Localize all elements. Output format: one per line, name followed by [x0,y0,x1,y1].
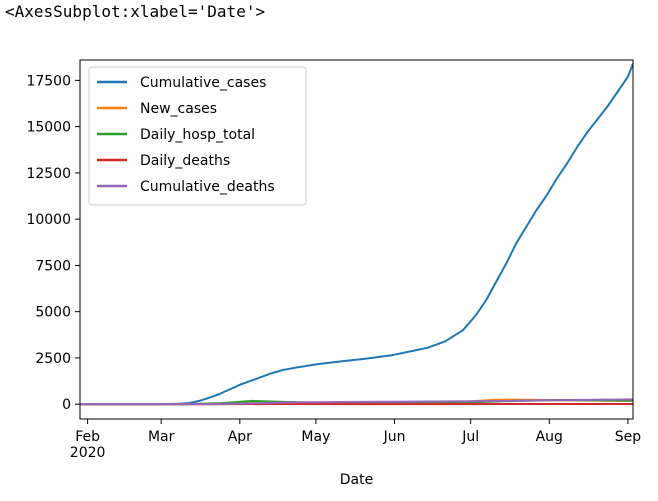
plot-lines [80,63,633,406]
y-tick-label: 12500 [26,166,71,182]
legend-label-new-cases: New_cases [140,101,217,117]
legend-label-daily-hosp-total: Daily_hosp_total [140,127,255,143]
x-axis-label: Date [340,472,373,488]
y-tick-label: 0 [62,397,71,413]
x-tick-label: Mar [148,429,175,445]
plot-frame [79,59,634,420]
series-line-cumulative-cases [80,63,633,406]
x-tick-label: Sep [615,429,642,445]
y-tick-label: 7500 [35,258,71,274]
legend-label-cumulative-deaths: Cumulative_deaths [140,179,275,195]
series-line-cumulative-deaths [80,398,633,406]
x-tick-label: Jul [461,429,479,445]
x-tick-label: May [301,429,330,445]
legend: Cumulative_cases New_cases Daily_hosp_tota… [88,66,307,206]
y-tick-label: 15000 [26,120,71,136]
legend-box [88,66,307,206]
x-tick-label: Jun [383,429,406,445]
y-axis: 0 2500 5000 7500 10000 12500 15000 17500 [26,73,80,413]
y-tick-label: 10000 [26,212,71,228]
x-tick-label: Apr [228,429,252,445]
x-tick-label: Feb [75,429,100,445]
x-tick-label: Aug [536,429,563,445]
legend-label-daily-deaths: Daily_deaths [140,153,230,169]
y-tick-label: 17500 [26,73,71,89]
legend-label-cumulative-cases: Cumulative_cases [140,75,266,91]
y-tick-label: 5000 [35,305,71,321]
y-tick-label: 2500 [35,351,71,367]
cell-output-repr: <AxesSubplot:xlabel='Date'> [5,2,266,21]
x-tick-sublabel: 2020 [70,445,106,461]
